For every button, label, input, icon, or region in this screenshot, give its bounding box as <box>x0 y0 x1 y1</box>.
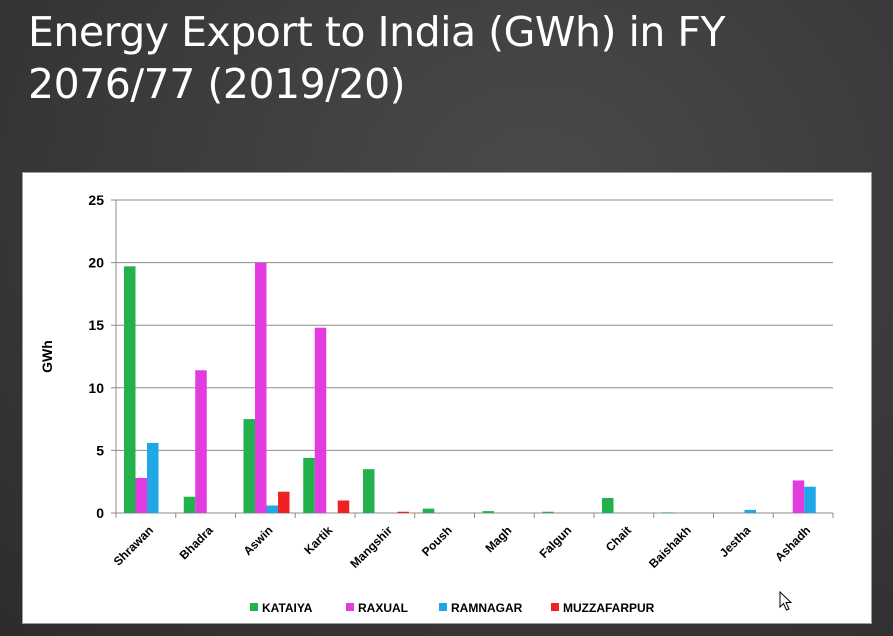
bar-raxual-ashadh <box>792 480 805 513</box>
bar-kataiya-aswin <box>243 419 255 513</box>
y-tick-label: 10 <box>88 380 104 396</box>
bar-kataiya-chait <box>602 497 614 513</box>
legend-swatch-raxual <box>346 603 354 611</box>
bar-kataiya-mangshir <box>363 469 375 513</box>
x-tick-label: Chait <box>603 523 634 554</box>
bar-kataiya-magh <box>482 511 494 513</box>
bar-kataiya-poush <box>422 508 435 513</box>
bar-raxual-shrawan <box>135 477 147 513</box>
legend-swatch-muzzafarpur <box>551 603 559 611</box>
legend-swatch-kataiya <box>250 603 258 611</box>
bar-kataiya-shrawan <box>124 266 136 513</box>
bar-muzzafarpur-mangshir <box>397 511 409 513</box>
y-tick-label: 25 <box>88 192 104 208</box>
x-tick-label: Baishakh <box>646 523 694 571</box>
y-tick-label: 0 <box>96 505 104 521</box>
bar-raxual-bhadra <box>195 370 207 513</box>
bar-kataiya-bhadra <box>183 496 196 513</box>
y-axis-label: GWh <box>39 340 55 373</box>
slide-title: Energy Export to India (GWh) in FY 2076/… <box>28 8 726 108</box>
legend-label-muzzafarpur: MUZZAFARPUR <box>563 601 655 615</box>
mouse-pointer-icon <box>779 591 793 611</box>
bar-raxual-aswin <box>255 262 267 513</box>
x-tick-label: Falgun <box>537 523 575 561</box>
legend-label-kataiya: KATAIYA <box>262 601 313 615</box>
y-tick-label: 15 <box>88 317 104 333</box>
x-tick-label: Shrawan <box>111 523 156 568</box>
bar-ramnagar-aswin <box>266 505 278 513</box>
bar-ramnagar-ashadh <box>804 486 816 513</box>
bar-ramnagar-jestha <box>744 509 756 513</box>
bar-kataiya-falgun <box>542 511 554 513</box>
y-tick-label: 20 <box>88 255 104 271</box>
bar-raxual-kartik <box>314 327 327 513</box>
x-tick-label: Ashadh <box>772 523 813 564</box>
x-tick-label: Bhadra <box>177 523 216 562</box>
bar-kataiya-kartik <box>303 457 315 513</box>
legend-label-raxual: RAXUAL <box>358 601 408 615</box>
legend-swatch-ramnagar <box>439 603 447 611</box>
y-tick-label: 5 <box>96 442 104 458</box>
x-tick-label: Mangshir <box>347 523 395 571</box>
x-tick-label: Kartik <box>301 523 335 557</box>
bar-kataiya-baishakh <box>661 512 674 513</box>
legend-label-ramnagar: RAMNAGAR <box>451 601 523 615</box>
x-tick-label: Jestha <box>717 523 754 560</box>
bar-ramnagar-shrawan <box>147 442 159 513</box>
bar-muzzafarpur-kartik <box>337 500 350 513</box>
chart-frame: 0 5 10 15 20 25 GWh Shrawan Bhadra Aswin Kartik Man… <box>22 172 872 624</box>
bar-muzzafarpur-aswin <box>278 491 290 513</box>
x-tick-label: Magh <box>482 523 514 555</box>
bar-chart: 0 5 10 15 20 25 GWh Shrawan Bhadra Aswin Kartik Man… <box>39 192 834 615</box>
x-tick-label: Poush <box>419 523 455 559</box>
x-tick-label: Aswin <box>241 523 276 558</box>
